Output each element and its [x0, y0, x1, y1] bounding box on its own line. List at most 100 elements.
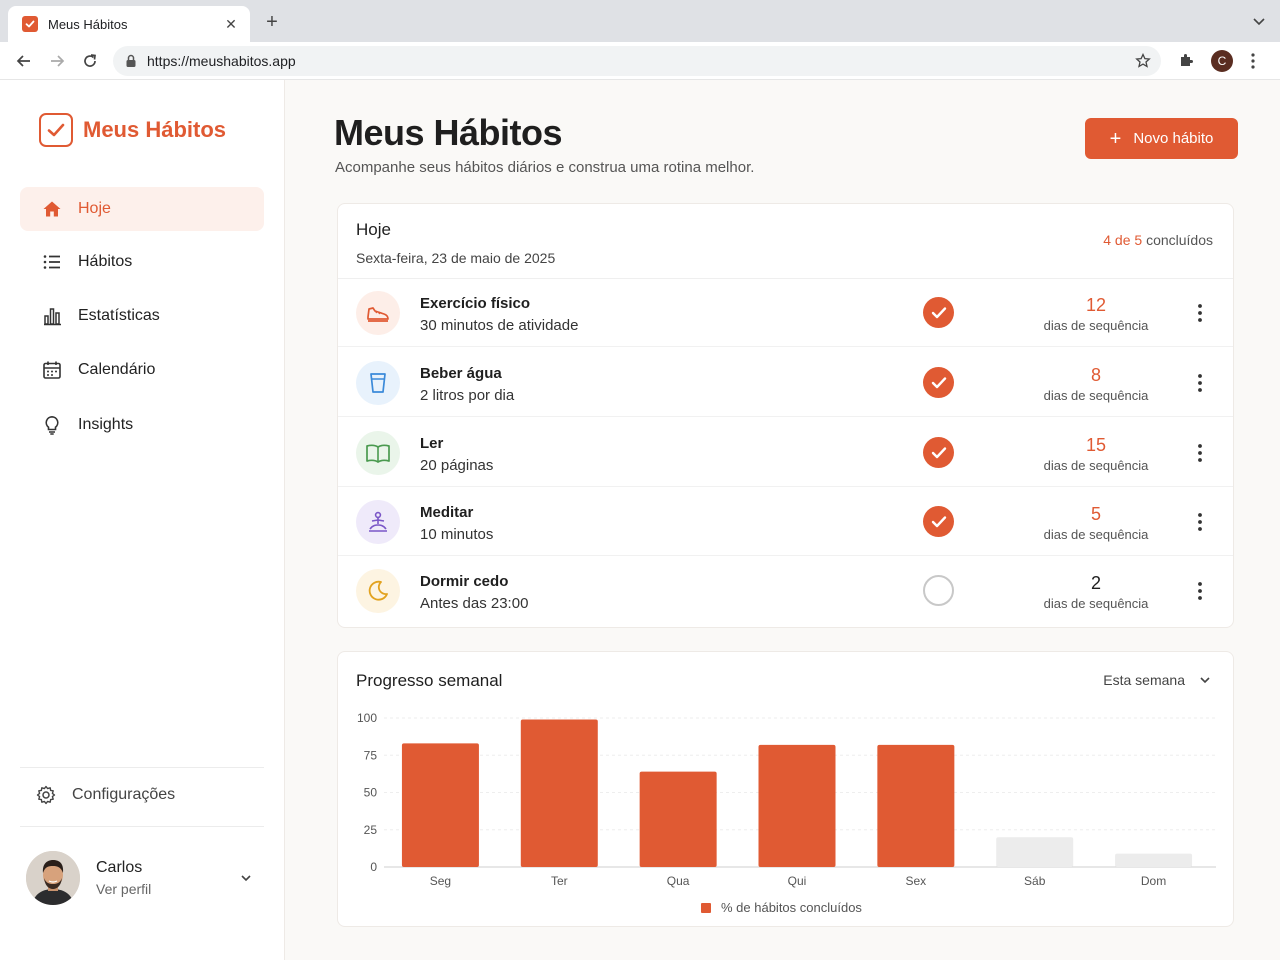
sidebar-item-label: Hoje [78, 200, 111, 217]
tab-search-chevron-icon[interactable] [1252, 14, 1266, 28]
back-icon[interactable] [14, 51, 34, 71]
bar-sex [877, 744, 955, 867]
bar-qui [758, 744, 836, 867]
habit-done-checkbox[interactable] [923, 367, 954, 398]
bookmark-star-icon[interactable] [1135, 53, 1151, 69]
habit-row[interactable]: Meditar 10 minutos 5 dias de sequência [338, 488, 1233, 556]
habit-done-checkbox[interactable] [923, 506, 954, 537]
bar-chart-icon [44, 308, 61, 326]
habit-row[interactable]: Dormir cedo Antes das 23:00 2 dias de se… [338, 557, 1233, 625]
y-tick-label: 0 [370, 860, 377, 874]
habit-name: Meditar [420, 504, 474, 521]
bar-dom [1115, 853, 1193, 867]
y-tick-label: 50 [364, 786, 378, 800]
more-options-icon[interactable] [1190, 373, 1210, 395]
streak-count: 2 [1090, 573, 1101, 593]
streak-count: 5 [1090, 504, 1101, 524]
tab-title: Meus Hábitos [48, 16, 128, 32]
reload-icon[interactable] [80, 51, 100, 71]
sidebar-item-hoje[interactable]: Hoje [20, 187, 264, 231]
url-text: https://meushabitos.app [147, 53, 296, 69]
sidebar-item-configuracoes[interactable]: Configurações [20, 775, 264, 815]
today-header: Hoje Sexta-feira, 23 de maio de 2025 [356, 220, 555, 266]
browser-profile-avatar[interactable]: C [1211, 50, 1233, 72]
habit-done-checkbox[interactable] [923, 297, 954, 328]
water-glass-icon [356, 361, 400, 405]
habit-name: Ler [420, 435, 444, 452]
list-icon [43, 255, 60, 269]
user-profile[interactable]: Carlos Ver perfil [20, 845, 264, 911]
bar-seg [401, 743, 479, 867]
view-profile-link[interactable]: Ver perfil [96, 881, 152, 897]
new-habit-button[interactable]: + Novo hábito [1085, 118, 1238, 159]
favicon-check-icon [22, 16, 38, 32]
page-subtitle: Acompanhe seus hábitos diários e constru… [335, 159, 755, 176]
habit-description: 10 minutos [420, 526, 494, 543]
sidebar-divider [20, 826, 264, 827]
chevron-down-icon [1200, 677, 1210, 684]
chart-legend: % de hábitos concluídos [701, 900, 862, 915]
completed-label: concluídos [1146, 232, 1213, 248]
chart-title: Progresso semanal [356, 671, 503, 690]
today-card: Hoje Sexta-feira, 23 de maio de 2025 4 d… [337, 203, 1234, 628]
sidebar-item-label: Hábitos [78, 253, 133, 270]
address-bar[interactable]: https://meushabitos.app [113, 46, 1161, 76]
forward-icon[interactable] [47, 51, 67, 71]
streak-label: dias de sequência [1043, 527, 1149, 542]
week-range-select[interactable]: Esta semana [1103, 672, 1211, 688]
y-tick-label: 75 [364, 748, 378, 762]
page-title: Meus Hábitos [334, 112, 563, 153]
plus-icon: + [1109, 127, 1122, 150]
user-info: Carlos Ver perfil [96, 859, 240, 897]
more-options-icon[interactable] [1190, 443, 1210, 465]
sidebar-item-calendario[interactable]: Calendário [20, 348, 264, 392]
home-icon [43, 201, 61, 217]
lock-icon [126, 54, 136, 67]
sidebar-divider [20, 767, 264, 768]
chevron-down-icon[interactable] [240, 872, 252, 884]
browser-tab[interactable]: Meus Hábitos ✕ [8, 6, 250, 42]
close-tab-icon[interactable]: ✕ [225, 15, 237, 32]
weekly-bar-chart: 0 25 50 75 100 Seg Ter Qua Qui Sex Sáb Dom [357, 711, 1216, 888]
brand-name: Meus Hábitos [83, 117, 227, 142]
x-tick-label: Sáb [1024, 874, 1046, 888]
sneaker-icon [356, 291, 400, 335]
habit-row[interactable]: Beber água 2 litros por dia 8 dias de se… [338, 349, 1233, 417]
x-tick-label: Dom [1141, 874, 1166, 888]
lightbulb-icon [45, 415, 59, 435]
sidebar: Meus Hábitos Hoje Hábitos Estatísticas C… [0, 80, 285, 960]
calendar-icon [43, 361, 61, 379]
habit-row[interactable]: Ler 20 páginas 15 dias de sequência [338, 419, 1233, 487]
brand[interactable]: Meus Hábitos [39, 113, 226, 147]
sidebar-item-insights[interactable]: Insights [20, 403, 264, 447]
habit-done-checkbox[interactable] [923, 575, 954, 606]
streak-count: 8 [1090, 365, 1101, 385]
streak-count: 15 [1085, 435, 1107, 455]
browser-menu-icon[interactable] [1250, 52, 1256, 70]
more-options-icon[interactable] [1190, 581, 1210, 603]
avatar [26, 851, 80, 905]
gear-icon [36, 785, 56, 805]
brand-check-icon [39, 113, 73, 147]
sidebar-item-habitos[interactable]: Hábitos [20, 240, 264, 284]
sidebar-item-estatisticas[interactable]: Estatísticas [20, 294, 264, 338]
browser-toolbar: https://meushabitos.app C [0, 42, 1280, 80]
new-tab-button[interactable]: + [266, 11, 278, 33]
habit-name: Dormir cedo [420, 573, 509, 590]
moon-icon [356, 569, 400, 613]
habit-done-checkbox[interactable] [923, 437, 954, 468]
streak: 15 dias de sequência [1028, 435, 1164, 473]
more-options-icon[interactable] [1190, 512, 1210, 534]
streak: 8 dias de sequência [1028, 365, 1164, 403]
extensions-puzzle-icon[interactable] [1178, 52, 1195, 69]
streak: 12 dias de sequência [1028, 295, 1164, 333]
streak-label: dias de sequência [1043, 388, 1149, 403]
sidebar-item-label: Estatísticas [78, 307, 160, 324]
more-options-icon[interactable] [1190, 303, 1210, 325]
habit-row[interactable]: Exercício físico 30 minutos de atividade… [338, 279, 1233, 347]
divider [338, 278, 1233, 279]
streak-label: dias de sequência [1043, 458, 1149, 473]
bar-qua [639, 771, 717, 867]
today-date: Sexta-feira, 23 de maio de 2025 [356, 250, 556, 266]
legend-label: % de hábitos concluídos [721, 900, 862, 915]
